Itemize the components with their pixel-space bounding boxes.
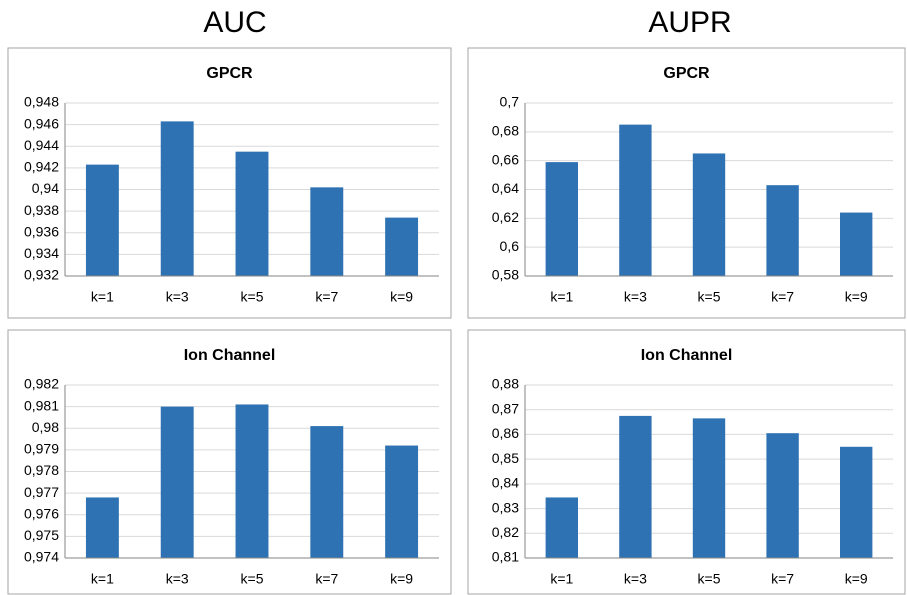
y-tick-label: 0,974 [24, 549, 59, 565]
y-tick-label: 0,81 [492, 549, 519, 565]
bar [160, 406, 194, 558]
x-tick-label: k=3 [166, 571, 189, 587]
y-tick-label: 0,84 [492, 475, 519, 491]
bar [840, 212, 873, 276]
y-tick-label: 0,85 [492, 450, 519, 466]
bar [235, 404, 269, 558]
x-tick-label: k=1 [91, 289, 114, 305]
bar [85, 497, 119, 558]
y-tick-label: 0,978 [24, 462, 59, 478]
bar [235, 151, 269, 276]
x-tick-label: k=5 [241, 289, 264, 305]
y-tick-label: 0,944 [24, 137, 59, 153]
panel-frame [467, 329, 906, 595]
y-tick-label: 0,82 [492, 524, 519, 540]
bar [545, 162, 578, 276]
y-tick-label: 0,934 [24, 245, 59, 261]
y-tick-label: 0,982 [24, 376, 59, 392]
y-tick-label: 0,64 [492, 180, 519, 196]
x-tick-label: k=7 [771, 571, 794, 587]
panel-frame [467, 47, 906, 319]
y-tick-label: 0,946 [24, 115, 59, 131]
panel-frame [7, 329, 452, 595]
y-tick-label: 0,66 [492, 151, 519, 167]
y-tick-label: 0,981 [24, 397, 59, 413]
x-tick-label: k=9 [845, 571, 868, 587]
x-tick-label: k=1 [550, 289, 573, 305]
y-tick-label: 0,58 [492, 267, 519, 283]
bar [766, 185, 799, 276]
y-tick-label: 0,87 [492, 400, 519, 416]
y-tick-label: 0,68 [492, 123, 519, 139]
column-title: AUC [203, 6, 266, 39]
x-tick-label: k=5 [241, 571, 264, 587]
bar [692, 418, 726, 558]
x-tick-label: k=9 [390, 289, 413, 305]
panel-frame [7, 47, 452, 319]
bar [385, 445, 419, 558]
bar [619, 124, 652, 276]
x-tick-label: k=1 [91, 571, 114, 587]
bar [840, 446, 873, 558]
x-tick-label: k=7 [771, 289, 794, 305]
y-tick-label: 0,86 [492, 425, 519, 441]
chart-title: Ion Channel [641, 347, 733, 364]
bar [310, 426, 344, 558]
y-tick-label: 0,979 [24, 441, 59, 457]
y-tick-label: 0,88 [492, 376, 519, 392]
y-tick-label: 0,976 [24, 505, 59, 521]
bar [85, 164, 119, 276]
x-tick-label: k=5 [698, 571, 721, 587]
y-tick-label: 0,977 [24, 484, 59, 500]
x-tick-label: k=7 [315, 289, 338, 305]
y-tick-label: 0,94 [32, 180, 59, 196]
y-tick-label: 0,98 [32, 419, 59, 435]
column-title: AUPR [648, 6, 731, 39]
y-tick-label: 0,936 [24, 223, 59, 239]
y-tick-label: 0,942 [24, 159, 59, 175]
bar [385, 217, 419, 276]
y-tick-label: 0,6 [500, 238, 520, 254]
x-tick-label: k=3 [624, 571, 647, 587]
bar [766, 433, 799, 558]
x-tick-label: k=3 [166, 289, 189, 305]
x-tick-label: k=3 [624, 289, 647, 305]
y-tick-label: 0,975 [24, 527, 59, 543]
y-tick-label: 0,948 [24, 94, 59, 110]
chart-title: GPCR [663, 65, 710, 82]
bar [619, 415, 652, 558]
y-tick-label: 0,932 [24, 267, 59, 283]
y-tick-label: 0,7 [500, 94, 520, 110]
x-tick-label: k=9 [845, 289, 868, 305]
y-tick-label: 0,62 [492, 209, 519, 225]
bar [692, 153, 726, 276]
x-tick-label: k=9 [390, 571, 413, 587]
x-tick-label: k=5 [698, 289, 721, 305]
x-tick-label: k=1 [550, 571, 573, 587]
bar [310, 187, 344, 276]
y-tick-label: 0,83 [492, 499, 519, 515]
chart-title: Ion Channel [184, 347, 276, 364]
y-tick-label: 0,938 [24, 202, 59, 218]
bar [545, 497, 578, 558]
x-tick-label: k=7 [315, 571, 338, 587]
bar [160, 121, 194, 276]
chart-title: GPCR [206, 65, 253, 82]
